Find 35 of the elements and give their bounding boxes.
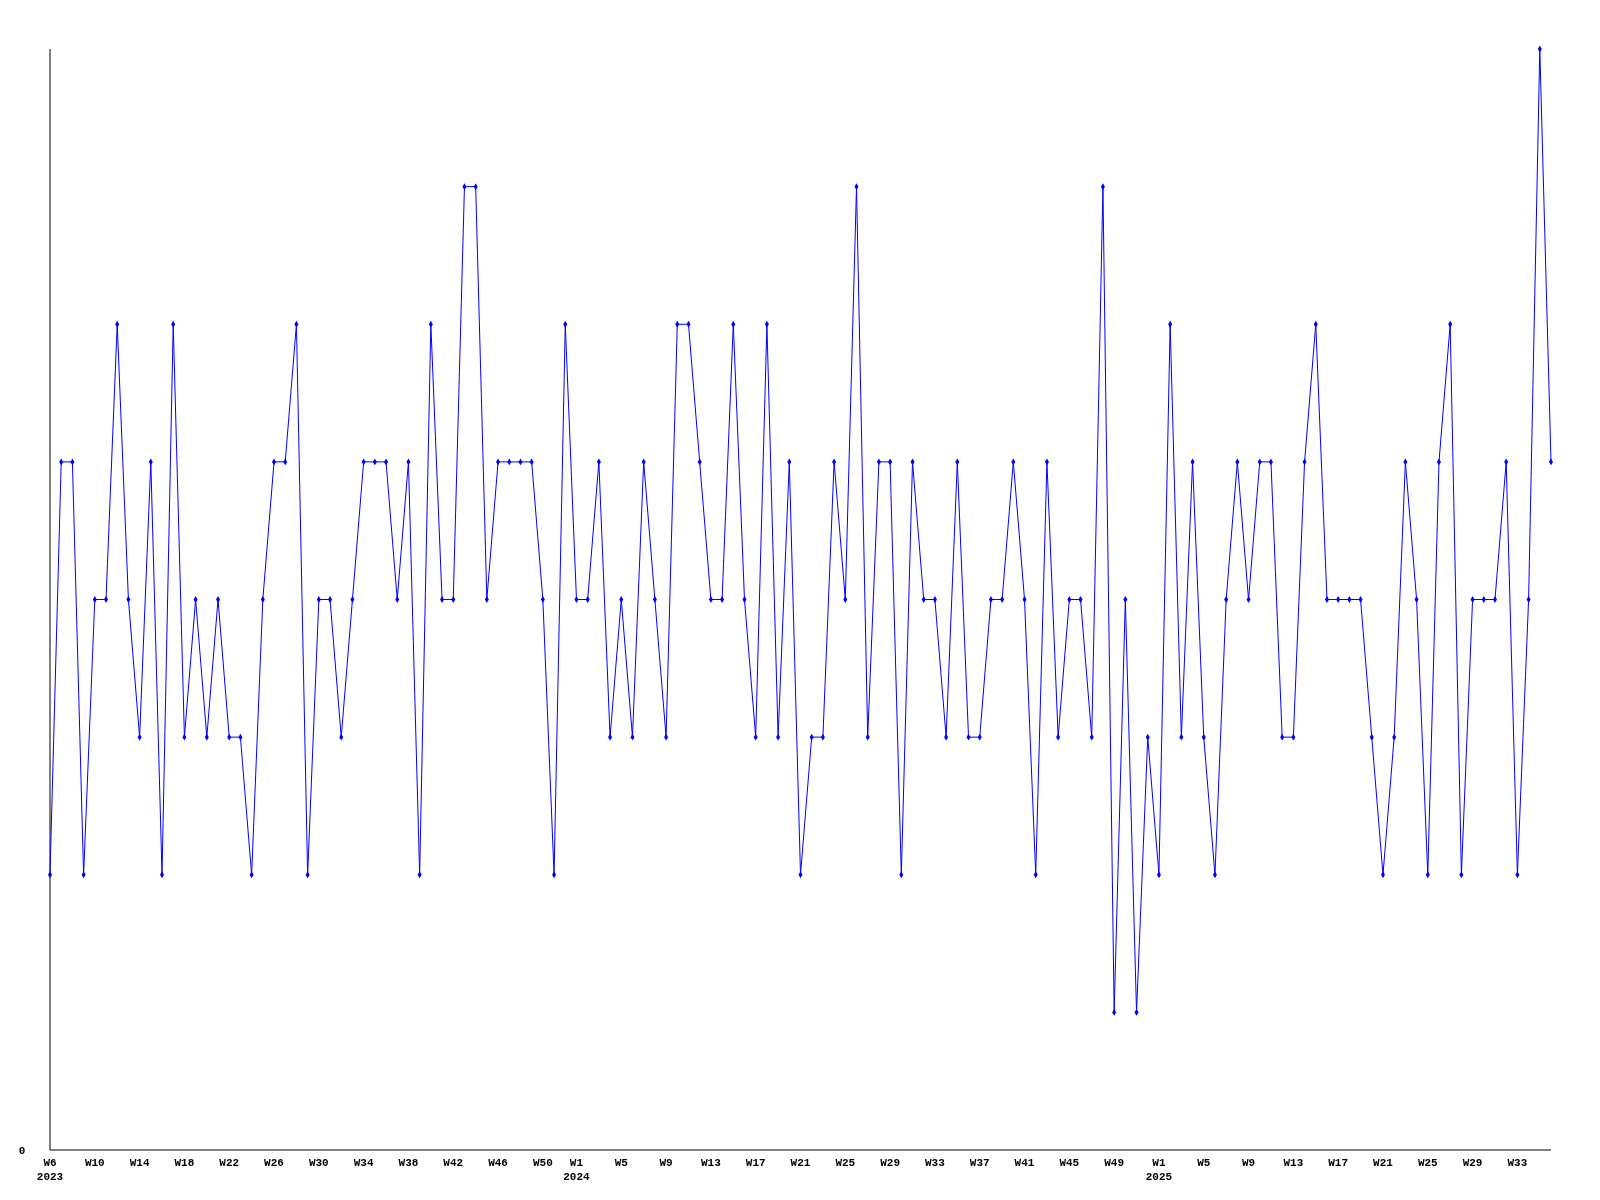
x-tick-label: W33 (925, 1157, 946, 1169)
x-tick-label: W1 2025 (1145, 1157, 1173, 1183)
x-tick-label: W21 (1373, 1157, 1394, 1169)
x-tick-label: W17 (745, 1157, 766, 1169)
x-tick-label: W22 (219, 1157, 240, 1169)
x-tick-label: W13 (700, 1157, 722, 1169)
x-tick-label: W42 (443, 1157, 464, 1169)
x-tick-label: W37 (969, 1157, 990, 1169)
x-tick-label: W38 (398, 1157, 419, 1169)
x-tick-label: W41 (1014, 1157, 1035, 1169)
x-tick-label: W29 (1462, 1157, 1483, 1169)
x-tick-label: W21 (790, 1157, 811, 1169)
x-tick-label: W9 (659, 1157, 673, 1169)
x-tick-label: W18 (174, 1157, 195, 1169)
x-tick-label: W5 (614, 1157, 629, 1169)
x-tick-label: W25 (1417, 1157, 1439, 1169)
x-tick-label: W1 2024 (563, 1157, 591, 1183)
x-tick-label: W5 (1197, 1157, 1211, 1169)
x-tick-label: W26 (264, 1157, 284, 1169)
x-tick-label: W33 (1507, 1157, 1528, 1169)
x-tick-label: W10 (84, 1157, 105, 1169)
x-tick-label: W6 2023 (36, 1157, 64, 1183)
x-tick-label: W46 (488, 1157, 508, 1169)
x-tick-label: W34 (353, 1157, 374, 1169)
x-tick-label: W25 (835, 1157, 856, 1169)
x-tick-label: W49 (1104, 1157, 1125, 1169)
x-tick-label: W30 (308, 1157, 329, 1169)
x-tick-label: W50 (532, 1157, 553, 1169)
x-tick-label: W9 (1241, 1157, 1256, 1169)
x-tick-label: W29 (880, 1157, 901, 1169)
x-tick-label: W14 (129, 1157, 150, 1169)
x-tick-label: W45 (1059, 1157, 1080, 1169)
x-tick-label: W13 (1283, 1157, 1304, 1169)
x-tick-label: W17 (1328, 1157, 1349, 1169)
text: 0 (18, 1145, 26, 1157)
